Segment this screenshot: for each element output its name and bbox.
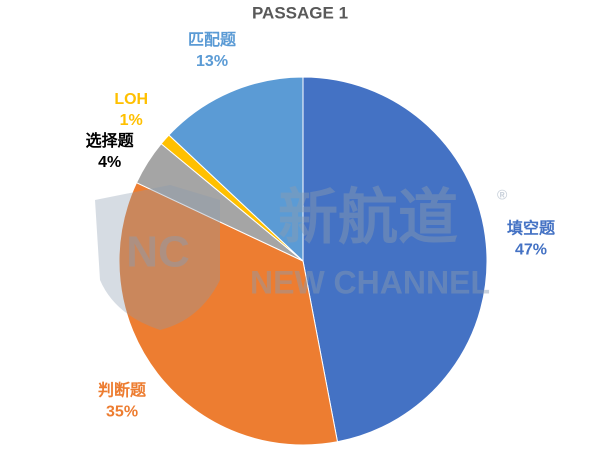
slice-label: LOH — [114, 91, 148, 108]
slice-label: 选择题 — [86, 131, 135, 150]
pie — [118, 76, 488, 446]
watermark: NC 新航道 ® NEW CHANNEL — [95, 184, 508, 330]
pie-slice — [168, 76, 304, 263]
value-label: 13% — [196, 53, 228, 70]
watermark-brand-en: NEW CHANNEL — [250, 264, 490, 300]
slice-label: 匹配题 — [188, 31, 237, 49]
watermark-logo: NC — [126, 228, 190, 277]
watermark-brand-cn: 新航道 — [278, 184, 458, 251]
watermark-mark: ® — [497, 187, 508, 203]
labels: 填空题 47% 判断题 35% 选择题 4% LOH 1% 匹配题 13% — [86, 31, 556, 421]
value-label: 35% — [106, 404, 138, 421]
slice-label: 判断题 — [98, 381, 147, 400]
value-label: 4% — [98, 154, 121, 171]
value-label: 47% — [515, 242, 547, 259]
watermark-shield — [95, 185, 220, 330]
slice-label: 填空题 — [507, 219, 556, 238]
chart-title: PASSAGE 1 — [252, 3, 348, 22]
pie-slice — [302, 76, 488, 443]
pie-slice — [118, 181, 339, 446]
value-label: 1% — [120, 112, 143, 129]
